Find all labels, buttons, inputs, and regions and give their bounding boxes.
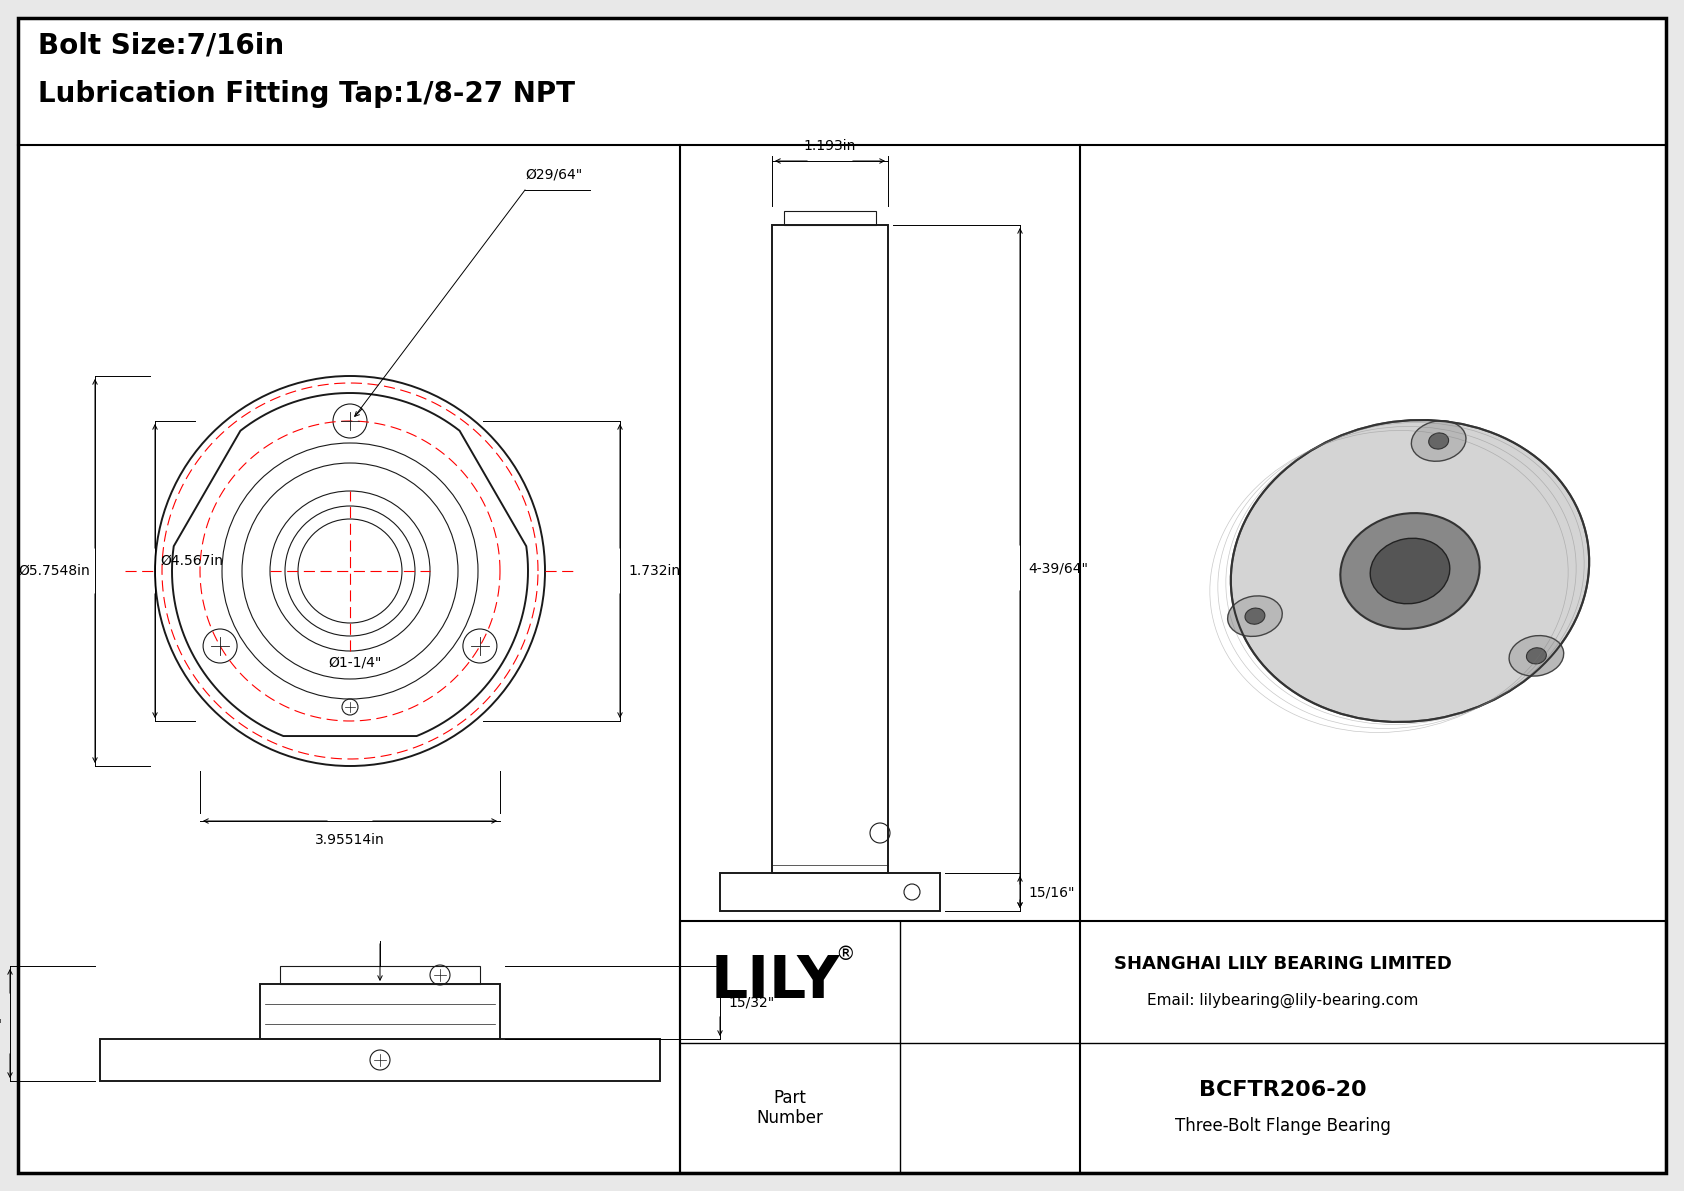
Text: Ø1-1/4": Ø1-1/4" bbox=[328, 656, 382, 671]
Text: SHANGHAI LILY BEARING LIMITED: SHANGHAI LILY BEARING LIMITED bbox=[1115, 955, 1452, 973]
Ellipse shape bbox=[1244, 609, 1265, 624]
Bar bbox=[783, 211, 876, 225]
Bar bbox=[99, 1039, 660, 1081]
Ellipse shape bbox=[1340, 513, 1480, 629]
Text: ®: ® bbox=[835, 944, 855, 964]
Text: 3.95514in: 3.95514in bbox=[315, 833, 386, 847]
Text: LILY: LILY bbox=[711, 954, 840, 1010]
Bar bbox=[680, 921, 1665, 1173]
Text: Ø4.567in: Ø4.567in bbox=[160, 554, 222, 568]
Text: Ø5.7548in: Ø5.7548in bbox=[19, 565, 89, 578]
Text: 4-39/64": 4-39/64" bbox=[1027, 561, 1088, 575]
Ellipse shape bbox=[1411, 420, 1467, 461]
Text: Email: lilybearing@lily-bearing.com: Email: lilybearing@lily-bearing.com bbox=[1147, 992, 1418, 1008]
Text: 15/32": 15/32" bbox=[727, 996, 775, 1010]
Ellipse shape bbox=[1509, 636, 1564, 676]
Text: Bolt Size:7/16in: Bolt Size:7/16in bbox=[39, 32, 285, 60]
Text: Three-Bolt Flange Bearing: Three-Bolt Flange Bearing bbox=[1175, 1117, 1391, 1135]
Text: Ø29/64": Ø29/64" bbox=[525, 167, 583, 181]
Bar bbox=[280, 966, 480, 984]
Bar bbox=[721, 873, 940, 911]
Text: BCFTR206-20: BCFTR206-20 bbox=[1199, 1080, 1367, 1100]
Ellipse shape bbox=[1228, 596, 1282, 636]
Text: Part
Number: Part Number bbox=[756, 1089, 823, 1128]
Text: 15/16": 15/16" bbox=[1027, 885, 1074, 899]
Text: 1.193in: 1.193in bbox=[803, 139, 855, 152]
Text: 1.732in: 1.732in bbox=[628, 565, 680, 578]
Ellipse shape bbox=[1231, 420, 1590, 722]
Ellipse shape bbox=[1428, 434, 1448, 449]
Text: 1-13/32": 1-13/32" bbox=[0, 1017, 2, 1031]
Bar bbox=[259, 984, 500, 1039]
Ellipse shape bbox=[1371, 538, 1450, 604]
Ellipse shape bbox=[1526, 648, 1546, 663]
Text: Lubrication Fitting Tap:1/8-27 NPT: Lubrication Fitting Tap:1/8-27 NPT bbox=[39, 80, 574, 108]
Bar bbox=[771, 225, 887, 873]
